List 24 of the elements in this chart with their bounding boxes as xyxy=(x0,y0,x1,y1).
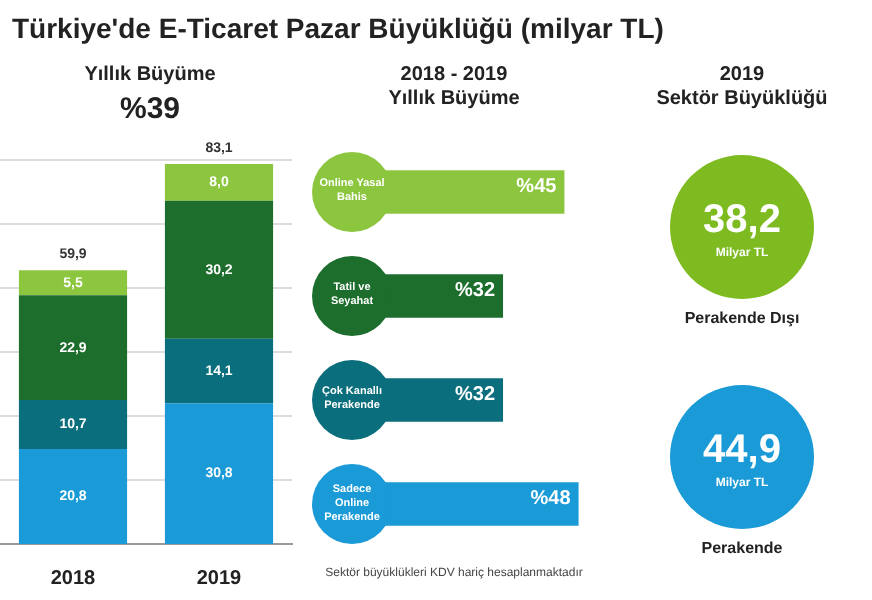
data-label: %32 xyxy=(455,384,496,406)
x-tick-label: 2018 xyxy=(50,567,97,590)
chart-subtitle: Yıllık Büyüme xyxy=(386,88,522,112)
bar xyxy=(164,200,274,339)
data-label: 38,2 xyxy=(703,198,781,243)
bar xyxy=(18,400,128,449)
bar xyxy=(164,403,274,544)
category-label: Perakende Dışı xyxy=(684,309,800,328)
chart-title: Türkiye'de E-Ticaret Pazar Büyüklüğü (milyar TL) xyxy=(12,12,666,44)
text: %39 xyxy=(117,92,183,126)
chart-subtitle: Yıllık Büyüme xyxy=(82,64,218,88)
text: Sektör Büyüklüğü xyxy=(654,88,830,112)
text: 2019 xyxy=(717,64,767,88)
data-label: %48 xyxy=(530,488,572,510)
data-label: %45 xyxy=(516,176,558,198)
chart-title: 2018 - 2019 xyxy=(398,64,510,88)
bar xyxy=(18,295,128,400)
bar xyxy=(164,164,274,201)
bar xyxy=(18,270,128,296)
data-label: %32 xyxy=(455,280,496,302)
category-label: Perakende xyxy=(701,539,784,558)
bar xyxy=(18,448,128,544)
bar xyxy=(164,338,274,404)
data-label: 44,9 xyxy=(703,428,781,473)
